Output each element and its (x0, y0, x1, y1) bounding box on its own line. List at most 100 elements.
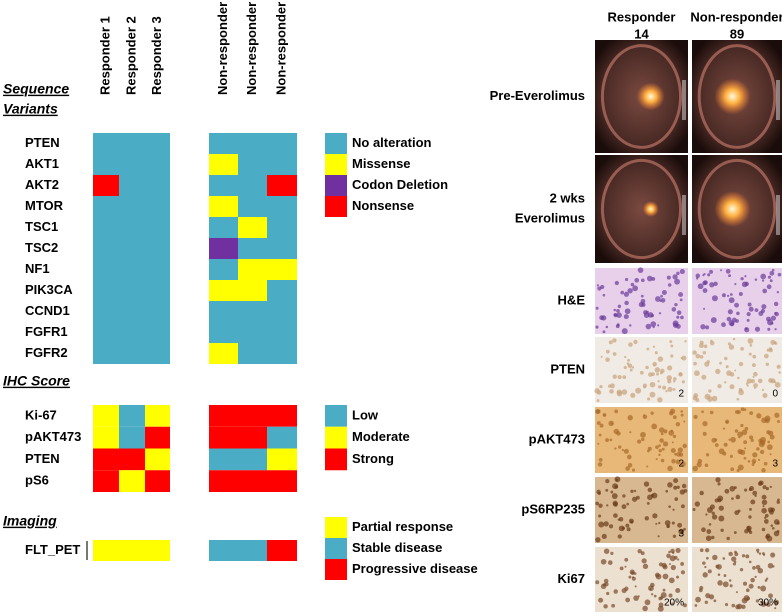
cell (657, 380, 660, 383)
score: 3 (678, 529, 684, 540)
cell (668, 563, 671, 566)
heatmap-cell (238, 426, 267, 449)
heatmap-cell (93, 301, 119, 322)
heatmap-cell (209, 301, 238, 322)
cell (658, 312, 662, 315)
cell (644, 599, 651, 606)
cell (762, 485, 767, 490)
cell (727, 342, 732, 346)
heatmap-cell (238, 301, 267, 322)
cell (753, 371, 758, 377)
cell (597, 462, 603, 467)
cell (670, 564, 676, 571)
cell (717, 573, 721, 576)
cell (655, 522, 658, 525)
heatmap-cell (119, 343, 145, 364)
section-title: IHC Score (3, 373, 70, 389)
cell (596, 284, 600, 287)
cell (659, 438, 664, 443)
cell (732, 337, 736, 341)
cell (728, 579, 732, 582)
cell (770, 315, 776, 321)
cell (767, 562, 774, 569)
cell (629, 368, 633, 372)
cell (627, 462, 633, 468)
cell (634, 277, 640, 283)
heatmap-cell (119, 238, 145, 259)
cell (766, 284, 772, 290)
cell (649, 391, 656, 398)
cell (647, 397, 651, 401)
row-label: pAKT473 (25, 429, 81, 444)
cell (599, 423, 604, 428)
cell (628, 518, 634, 524)
cell (605, 349, 610, 354)
cell (699, 548, 704, 553)
cell (630, 392, 636, 398)
cell (654, 572, 660, 578)
cell (770, 321, 774, 325)
heatmap-cell (93, 540, 119, 561)
cell (754, 494, 757, 498)
heatmap-cell (267, 154, 297, 175)
cell (673, 555, 678, 560)
cell (729, 454, 733, 458)
cell (771, 268, 775, 272)
cell (672, 380, 676, 383)
cell (734, 552, 739, 557)
cell (748, 515, 752, 519)
cell (658, 521, 661, 525)
cell (704, 361, 710, 367)
cell (746, 384, 749, 387)
cell (629, 431, 632, 434)
cell (677, 522, 683, 528)
cell (773, 530, 780, 537)
cell (723, 574, 727, 577)
scan-edge (682, 80, 686, 120)
legend-label: Stable disease (352, 540, 442, 555)
cell (619, 566, 624, 571)
cell (625, 466, 630, 471)
cell (642, 605, 648, 612)
cell (674, 278, 681, 285)
cell (768, 430, 774, 436)
cell (776, 364, 781, 369)
cell (665, 489, 669, 493)
cell (740, 423, 744, 428)
cell (738, 436, 741, 439)
heatmap-cell (267, 405, 297, 427)
cell (703, 344, 708, 349)
cell (750, 499, 756, 505)
row-label: PTEN (25, 135, 60, 150)
cell (665, 389, 668, 393)
cell (707, 273, 711, 277)
heatmap-cell (119, 259, 145, 280)
heatmap-cell (209, 322, 238, 343)
cell (668, 505, 671, 509)
heatmap-cell (119, 448, 145, 471)
cell (709, 269, 713, 274)
cell (617, 534, 622, 539)
row-label: CCND1 (25, 303, 70, 318)
cell (746, 312, 751, 317)
cell (678, 292, 684, 298)
heatmap-cell (145, 470, 170, 492)
cell (613, 501, 618, 507)
cell (681, 355, 687, 361)
cell (630, 489, 634, 494)
cell (609, 389, 614, 394)
cell (595, 501, 600, 506)
row-label: FGFR2 (25, 345, 68, 360)
cell (605, 488, 609, 492)
cell (643, 385, 646, 389)
column-header: Responder 3 (149, 16, 164, 95)
cell (624, 277, 629, 282)
score: 2 (678, 389, 684, 400)
cell (597, 286, 602, 291)
cell (678, 528, 684, 535)
cell (672, 508, 675, 511)
cell (710, 339, 713, 343)
cell (748, 530, 753, 535)
cell (624, 300, 629, 306)
cell (776, 521, 780, 525)
